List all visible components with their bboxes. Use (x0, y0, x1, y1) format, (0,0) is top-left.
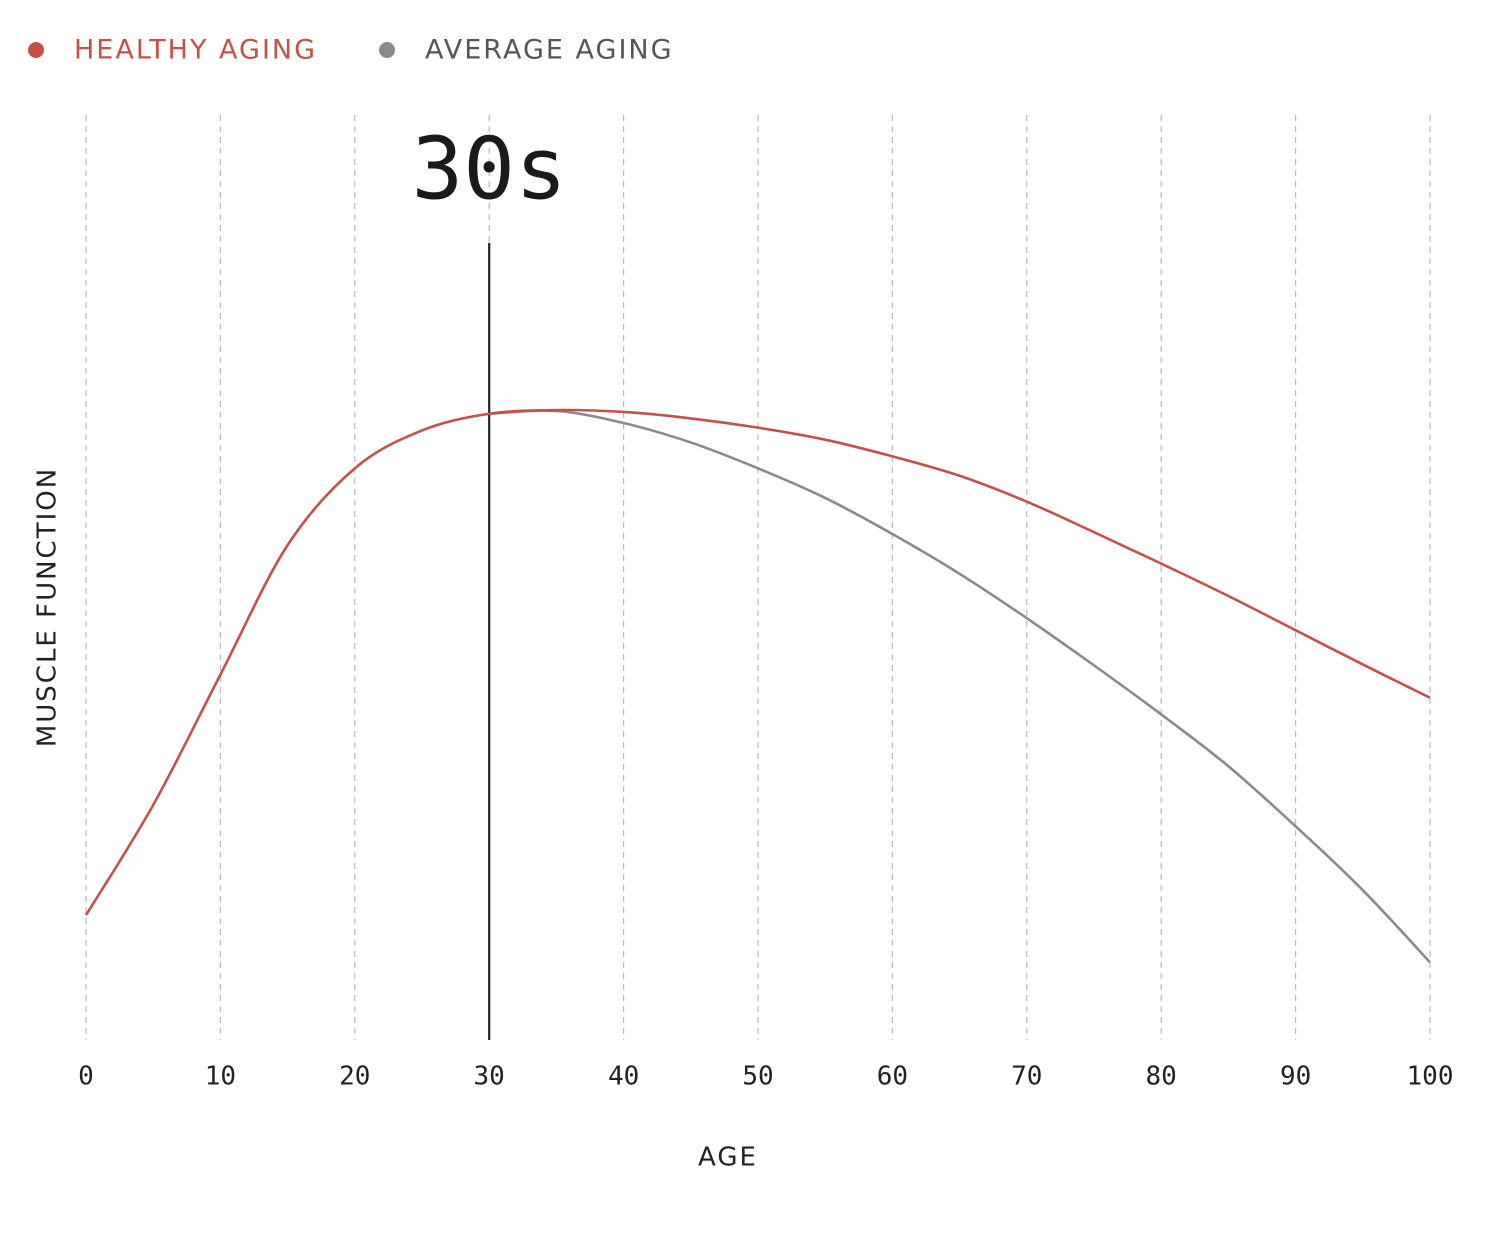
x-tick-label: 50 (742, 1062, 773, 1092)
line-series (84, 408, 1431, 916)
x-tick-label: 80 (1146, 1062, 1177, 1092)
x-axis-label: AGE (698, 1143, 758, 1173)
x-tick-label: 20 (339, 1062, 370, 1092)
x-tick-label: 60 (877, 1062, 908, 1092)
legend-label: AVERAGE AGING (425, 35, 674, 66)
x-tick-label: 30 (474, 1062, 505, 1092)
x-tick-label: 0 (78, 1062, 94, 1092)
x-tick-label: 70 (1011, 1062, 1042, 1092)
x-tick-label: 90 (1280, 1062, 1311, 1092)
x-tick-label: 10 (205, 1062, 236, 1092)
annotation-label: 30s (412, 119, 567, 219)
legend-label: HEALTHY AGING (74, 35, 317, 66)
line-series (489, 409, 1431, 964)
x-tick-label: 40 (608, 1062, 639, 1092)
y-axis-label: MUSCLE FUNCTION (33, 467, 63, 747)
legend-marker (379, 42, 396, 58)
x-tick-label: 100 (1407, 1062, 1454, 1092)
legend-marker (28, 42, 44, 58)
